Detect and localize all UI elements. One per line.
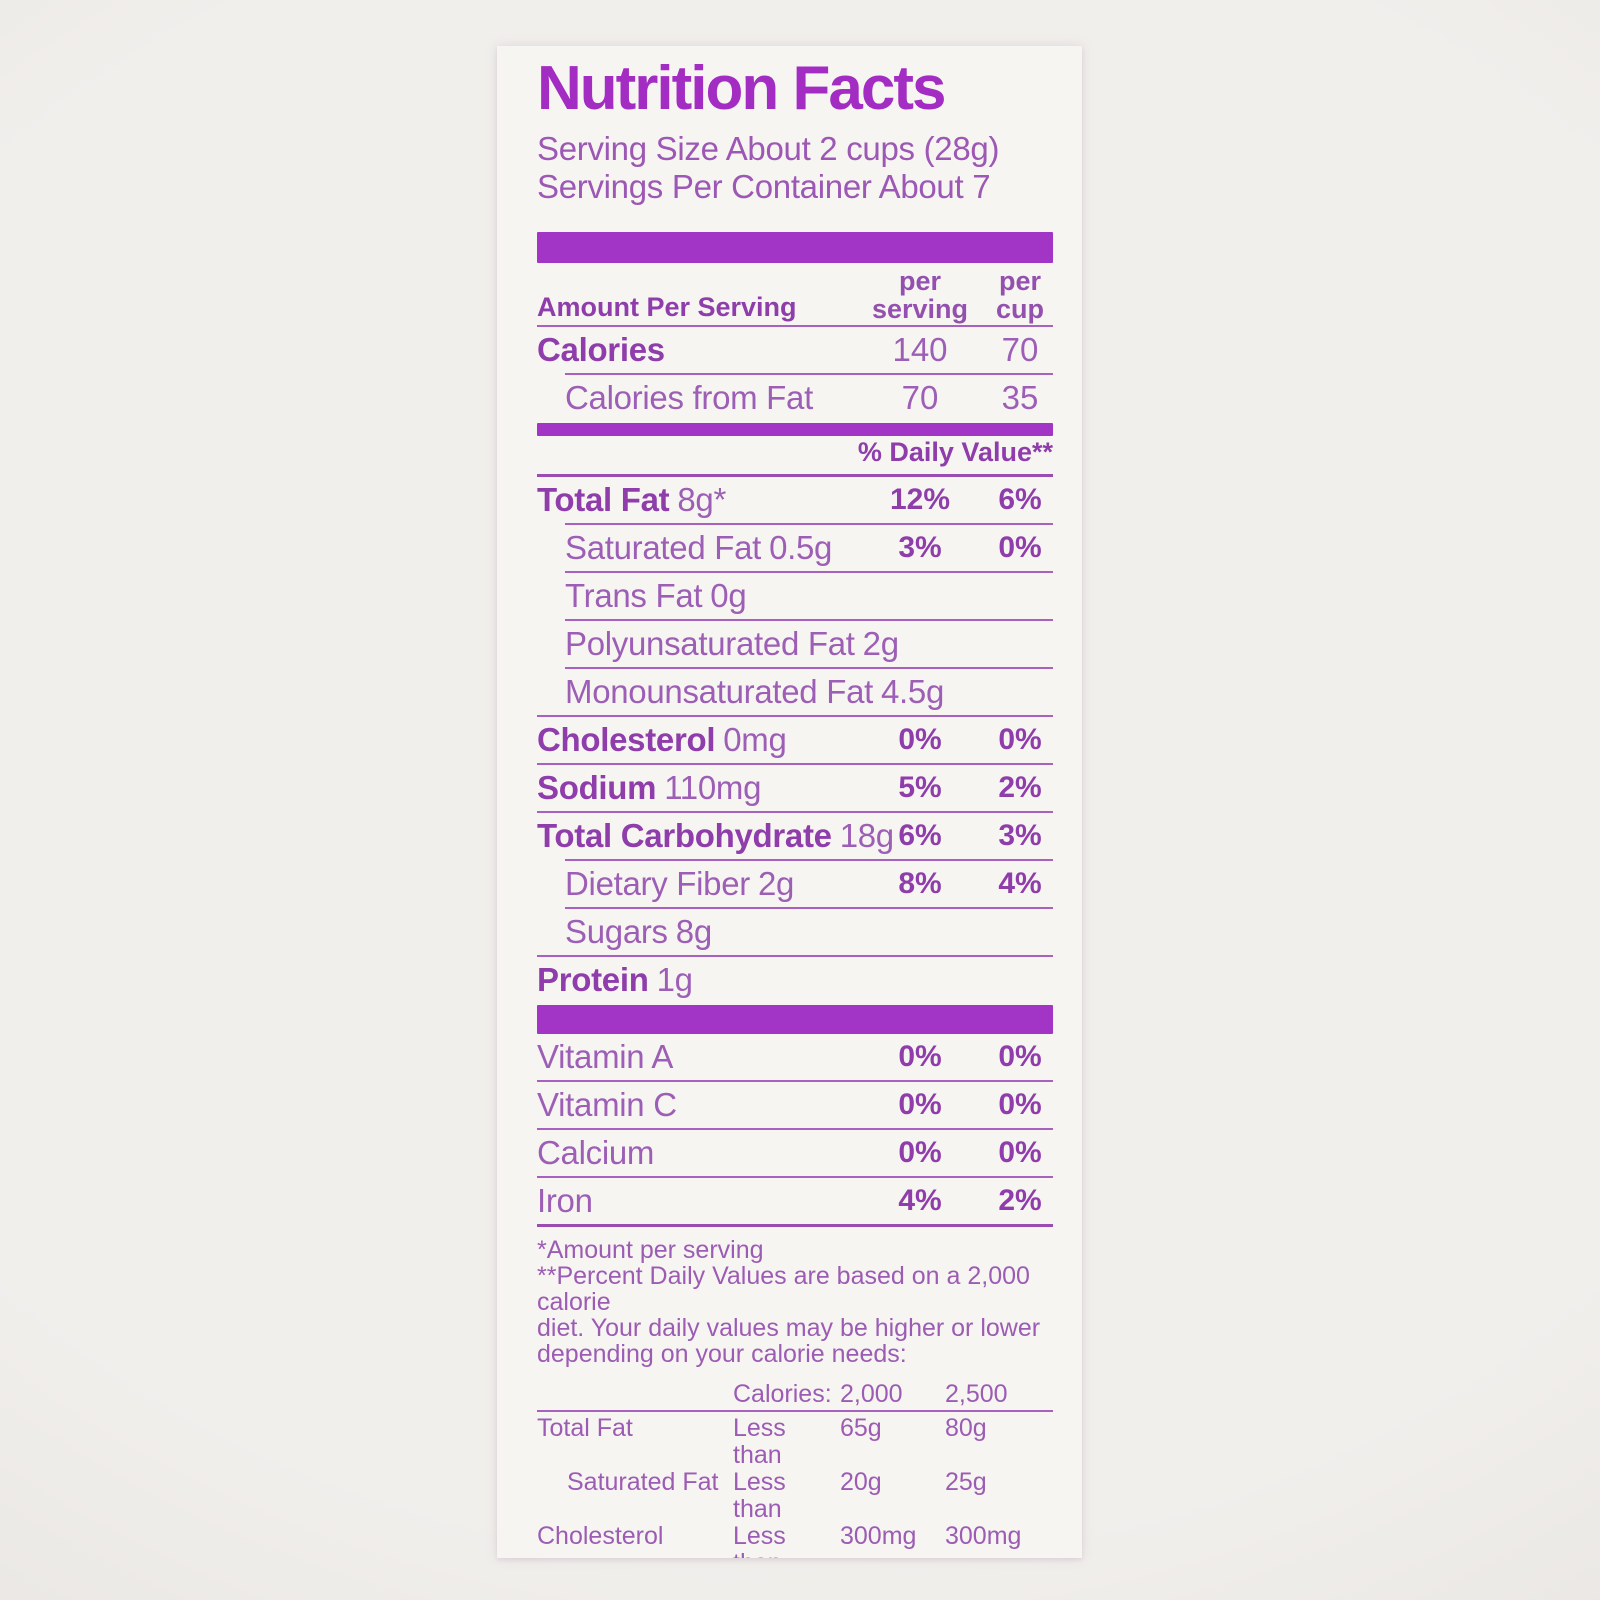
- vitamin-row-vitamin-c: Vitamin C 0% 0%: [537, 1086, 1042, 1123]
- divider: [537, 1128, 1053, 1130]
- vitamin-row-iron: Iron 4% 2%: [537, 1182, 1042, 1219]
- nutrient-row-sodium: Sodium 110mg 5% 2%: [537, 769, 1042, 806]
- divider: [537, 1176, 1053, 1178]
- columns-header: Amount Per Serving per serving per cup: [537, 267, 1053, 325]
- divider: [537, 715, 1053, 717]
- divider: [537, 955, 1053, 957]
- divider: [565, 619, 1053, 621]
- nutrient-row-sugars: Sugars 8g: [565, 913, 712, 950]
- dv-row-total-fat: Total Fat Less than 65g 80g: [537, 1414, 987, 1469]
- calories-per-serving: 140: [892, 331, 948, 368]
- divider: [565, 373, 1053, 375]
- nutrient-row-polyunsaturated-fat: Polyunsaturated Fat 2g: [565, 625, 899, 662]
- dv-header-row: Calories: 2,000 2,500: [537, 1381, 1053, 1408]
- divider: [565, 859, 1053, 861]
- vitamin-row-calcium: Calcium 0% 0%: [537, 1134, 1042, 1171]
- daily-value-header: % Daily Value**: [857, 437, 1053, 467]
- nutrient-row-total-fat: Total Fat 8g* 12% 6%: [537, 481, 1042, 518]
- divider: [537, 1224, 1053, 1227]
- footnote-dv-line1: **Percent Daily Values are based on a 2,…: [537, 1262, 1030, 1316]
- separator-bar-mid: [537, 423, 1053, 436]
- divider: [537, 474, 1053, 477]
- dv-col-2000: 2,000: [840, 1380, 903, 1408]
- servings-per-container: Servings Per Container About 7: [537, 168, 991, 205]
- nutrient-row-trans-fat: Trans Fat 0g: [565, 577, 747, 614]
- vitamin-row-vitamin-a: Vitamin A 0% 0%: [537, 1038, 1042, 1075]
- nutrition-facts-panel: Nutrition Facts Serving Size About 2 cup…: [497, 46, 1082, 1558]
- dv-row-saturated-fat: Saturated Fat Less than 20g 25g: [567, 1468, 987, 1523]
- divider: [565, 523, 1053, 525]
- divider: [537, 811, 1053, 813]
- footnote-amount: *Amount per serving: [537, 1236, 764, 1264]
- nutrient-row-cholesterol: Cholesterol 0mg 0% 0%: [537, 721, 1042, 758]
- serving-size: Serving Size About 2 cups (28g): [537, 130, 1000, 167]
- dv-row-cholesterol: Cholesterol Less than 300mg 300mg: [537, 1522, 1022, 1559]
- calories-row: Calories 140 70: [537, 327, 1053, 373]
- divider: [537, 1080, 1053, 1082]
- calories-from-fat-row: Calories from Fat 70 35: [537, 375, 1053, 421]
- nutrient-row-monounsaturated-fat: Monounsaturated Fat 4.5g: [565, 673, 945, 710]
- nutrient-row-dietary-fiber: Dietary Fiber 2g 8% 4%: [565, 865, 1042, 902]
- divider: [565, 907, 1053, 909]
- per-serving-column-header: per serving: [871, 266, 969, 324]
- divider: [565, 571, 1053, 573]
- divider: [537, 763, 1053, 765]
- daily-values-table: Calories: 2,000 2,500 Total Fat Less tha…: [537, 1381, 1053, 1558]
- calories-per-cup: 70: [1001, 331, 1039, 368]
- divider: [565, 667, 1053, 669]
- per-cup-column-header: per cup: [995, 266, 1044, 324]
- dv-col-2500: 2,500: [945, 1380, 1008, 1408]
- separator-bar-vitamins: [537, 1005, 1053, 1034]
- divider: [537, 325, 1053, 327]
- calories-fat-per-cup: 35: [1001, 379, 1039, 416]
- separator-bar-top: [537, 232, 1053, 263]
- footnote-dv-line3: depending on your calorie needs:: [537, 1340, 907, 1368]
- nutrient-row-protein: Protein 1g: [537, 961, 693, 998]
- calories-fat-per-serving: 70: [901, 379, 939, 416]
- footnote-dv-line2: diet. Your daily values may be higher or…: [537, 1314, 1041, 1342]
- divider: [537, 1410, 1053, 1412]
- footnotes: *Amount per serving **Percent Daily Valu…: [537, 1237, 1053, 1367]
- nutrient-row-total-carbohydrate: Total Carbohydrate 18g 6% 3%: [537, 817, 1042, 854]
- amount-per-serving-label: Amount Per Serving: [537, 292, 797, 322]
- nutrition-facts-title: Nutrition Facts: [537, 54, 946, 123]
- dv-calories-label: Calories:: [733, 1380, 832, 1408]
- nutrient-row-saturated-fat: Saturated Fat 0.5g 3% 0%: [565, 529, 1042, 566]
